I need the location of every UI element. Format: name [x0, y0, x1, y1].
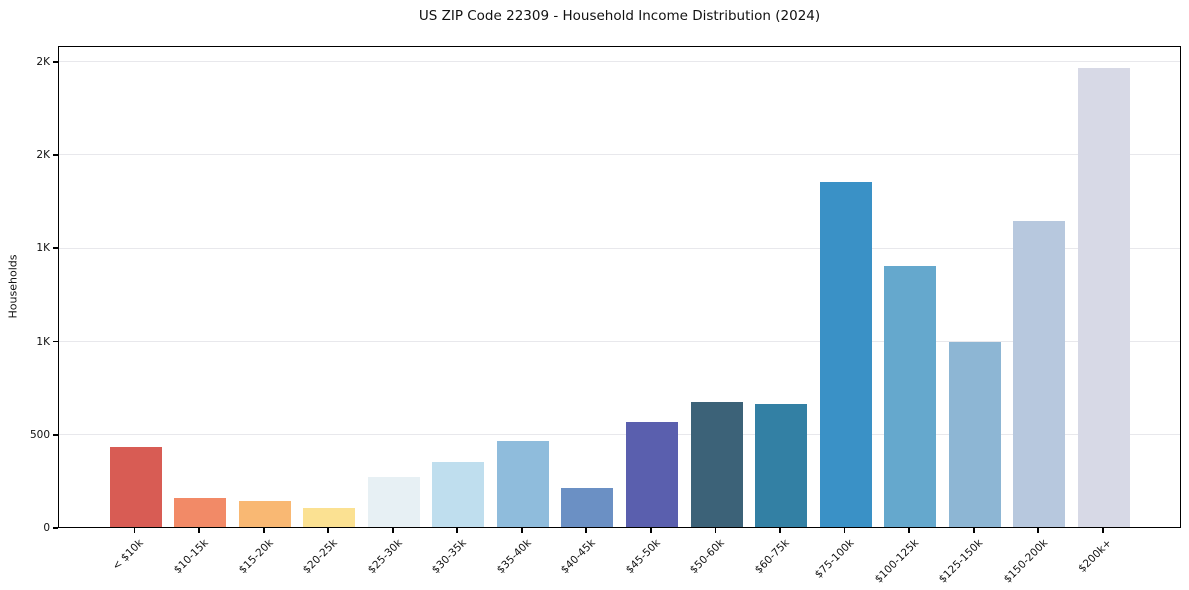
- bar: [1013, 221, 1066, 527]
- x-tick-label: $20-25k: [300, 537, 340, 577]
- y-axis-label: Households: [6, 254, 20, 319]
- x-tick-label: $150-200k: [1001, 537, 1050, 586]
- bar: [561, 487, 614, 527]
- y-tick-label: 2K: [36, 55, 50, 68]
- x-tick-mark: [520, 528, 523, 533]
- x-tick-label: $75-100k: [812, 537, 857, 581]
- x-tick-mark: [456, 528, 459, 533]
- gridline: [59, 61, 1180, 63]
- x-tick-label: $15-20k: [236, 537, 276, 577]
- x-tick-mark: [585, 528, 588, 533]
- gridline: [59, 154, 1180, 156]
- bar: [948, 342, 1001, 527]
- y-tick-label: 0: [43, 522, 50, 534]
- x-tick-label: $200k+: [1076, 537, 1115, 575]
- x-tick-mark: [327, 528, 330, 533]
- y-tick-mark: [53, 527, 58, 529]
- y-tick-mark: [53, 60, 58, 63]
- gridline: [59, 433, 1180, 435]
- bar: [303, 508, 356, 527]
- bar: [1077, 68, 1130, 527]
- bar: [367, 476, 420, 527]
- bar: [432, 461, 485, 527]
- y-tick-mark: [53, 340, 58, 343]
- x-tick-mark: [779, 528, 781, 533]
- y-tick-mark: [53, 247, 58, 250]
- x-tick-mark: [262, 528, 265, 533]
- y-tick-label: 2K: [36, 149, 50, 162]
- x-tick-mark: [972, 528, 975, 533]
- x-tick-mark: [391, 528, 394, 533]
- x-tick-mark: [714, 528, 717, 533]
- x-tick-label: $100-125k: [872, 537, 921, 586]
- x-tick-mark: [843, 528, 846, 533]
- bar: [238, 500, 291, 527]
- x-tick-label: $25-30k: [365, 537, 405, 577]
- x-tick-label: $50-60k: [687, 537, 728, 577]
- y-tick-label: 1K: [36, 242, 50, 255]
- bar: [690, 402, 743, 527]
- bar: [174, 498, 227, 527]
- x-tick-label: $10-15k: [171, 537, 211, 577]
- chart-title: US ZIP Code 22309 - Household Income Dis…: [418, 8, 821, 24]
- gridline: [59, 247, 1180, 249]
- gridline: [59, 340, 1180, 342]
- y-tick-mark: [53, 433, 58, 436]
- bar: [626, 421, 679, 527]
- bar: [109, 446, 162, 527]
- y-tick-mark: [53, 154, 58, 156]
- x-tick-mark: [133, 528, 136, 533]
- plot-area: [58, 46, 1181, 528]
- x-tick-mark: [1101, 528, 1104, 533]
- x-tick-label: $40-45k: [558, 537, 598, 577]
- x-tick-mark: [1037, 528, 1040, 533]
- bar: [755, 403, 808, 527]
- x-tick-label: $125-150k: [936, 537, 986, 586]
- x-tick-mark: [650, 528, 652, 533]
- x-tick-label: $45-50k: [623, 537, 663, 577]
- bar: [884, 265, 937, 527]
- x-tick-label: < $10k: [110, 537, 147, 573]
- bar: [819, 182, 872, 527]
- y-tick-label: 500: [29, 428, 50, 441]
- bar: [496, 441, 549, 527]
- y-tick-label: 1K: [36, 335, 50, 348]
- x-tick-label: $30-35k: [429, 537, 469, 577]
- x-tick-mark: [908, 528, 910, 533]
- x-tick-label: $35-40k: [494, 537, 534, 577]
- x-tick-mark: [198, 528, 201, 533]
- x-tick-label: $60-75k: [752, 537, 792, 577]
